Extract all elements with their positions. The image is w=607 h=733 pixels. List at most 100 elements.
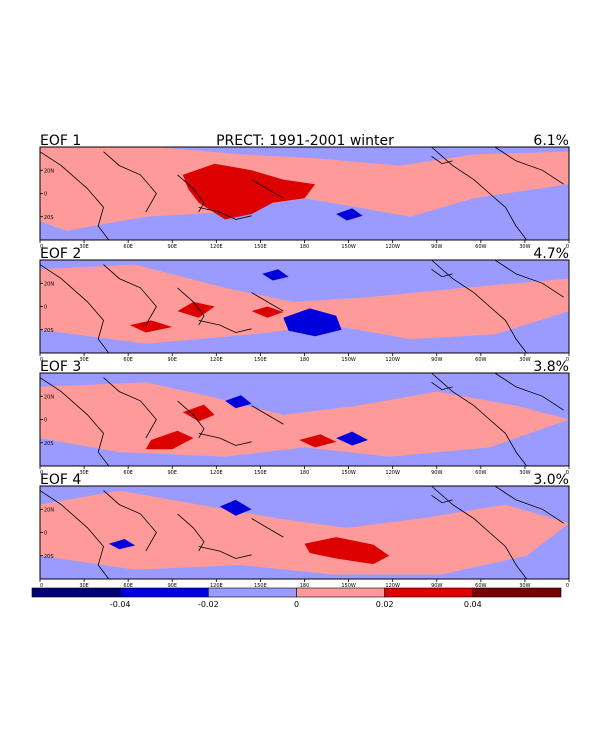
panel-label-2: EOF 2 (40, 246, 81, 262)
x-tick-label: 180 (300, 357, 310, 363)
x-tick-label: 90W (431, 244, 442, 250)
colorbar-label: 0.02 (376, 600, 394, 609)
x-tick-label: 180 (300, 470, 310, 476)
x-tick-label: 60W (475, 583, 486, 589)
x-tick-label: 0 (40, 244, 43, 250)
x-tick-label: 30W (519, 583, 530, 589)
x-tick-label: 150W (341, 470, 356, 476)
x-tick-label: 150W (341, 357, 356, 363)
x-tick-label: 60E (123, 244, 133, 250)
coastline (431, 259, 528, 354)
figure-title: PRECT: 1991-2001 winter (216, 133, 394, 149)
coastline (177, 287, 205, 326)
x-tick-label: 90E (167, 583, 177, 589)
coastline (39, 264, 110, 354)
y-tick-label: 0 (44, 305, 47, 311)
x-tick-label: 120E (210, 357, 223, 363)
coastline (39, 377, 110, 467)
x-tick-label: 120E (210, 583, 223, 589)
x-tick-label: 150E (254, 244, 267, 250)
eof-panels: 20N 0 20S 0 30E 60E 90E 120E 150E 180 150W 120W 90W 6… (39, 146, 570, 589)
coastline (494, 259, 564, 298)
x-tick-label: 150W (341, 244, 356, 250)
negative-anomaly-region (219, 499, 252, 516)
x-tick-label: 60E (123, 470, 133, 476)
positive-anomaly-region (145, 430, 194, 450)
colorbar-label: 0.04 (464, 600, 482, 609)
x-tick-label: 90E (167, 470, 177, 476)
y-tick-label: 20N (44, 394, 54, 400)
positive-anomaly-region (182, 404, 215, 422)
coastline (198, 546, 252, 559)
coastline (251, 179, 284, 199)
x-tick-label: 150W (341, 583, 356, 589)
eof-panel-1: 20N 0 20S 0 30E 60E 90E 120E 150E 180 150W 120W 90W 6… (39, 146, 570, 250)
x-tick-label: 120W (385, 583, 400, 589)
y-tick-label: 0 (44, 418, 47, 424)
coastline (494, 485, 564, 524)
x-tick-label: 0 (566, 357, 569, 363)
panel-label-3: EOF 3 (40, 359, 81, 375)
panel-label-4: EOF 4 (40, 472, 81, 488)
coastline (431, 155, 453, 165)
y-tick-label: 0 (44, 192, 47, 198)
positive-weak-region (40, 264, 569, 344)
coastline (39, 151, 110, 241)
x-tick-label: 0 (566, 583, 569, 589)
x-tick-label: 90W (431, 470, 442, 476)
coastline (177, 513, 205, 552)
panel-label-1: EOF 1 (40, 133, 81, 149)
colorbar-segment (296, 587, 385, 598)
coastline (103, 151, 157, 213)
coastline (431, 268, 453, 278)
y-tick-label: 20N (44, 168, 54, 174)
x-tick-label: 0 (40, 583, 43, 589)
panel-variance-2: 4.7% (533, 246, 569, 262)
negative-anomaly-region (283, 308, 342, 337)
x-tick-label: 60E (123, 357, 133, 363)
x-tick-label: 30W (519, 244, 530, 250)
coastline (431, 485, 528, 580)
coastline (431, 494, 453, 504)
coastline (103, 490, 157, 552)
positive-anomaly-region (177, 301, 215, 318)
coastline (103, 264, 157, 326)
x-tick-label: 150E (254, 583, 267, 589)
x-tick-label: 30W (519, 357, 530, 363)
x-tick-label: 0 (566, 244, 569, 250)
negative-anomaly-region (336, 431, 368, 446)
x-tick-label: 0 (40, 357, 43, 363)
x-tick-label: 90W (431, 357, 442, 363)
coastline (251, 518, 284, 538)
y-tick-label: 20S (44, 215, 54, 221)
coastline (39, 490, 110, 580)
panel-variance-4: 3.0% (533, 472, 569, 488)
y-tick-label: 20N (44, 281, 54, 287)
x-tick-label: 120E (210, 244, 223, 250)
x-tick-label: 60W (475, 244, 486, 250)
y-tick-label: 20N (44, 507, 54, 513)
x-tick-label: 0 (566, 470, 569, 476)
panel-variance-3: 3.8% (533, 359, 569, 375)
x-tick-label: 150E (254, 470, 267, 476)
y-tick-label: 20S (44, 554, 54, 560)
coastline (198, 433, 252, 446)
coastline (431, 381, 453, 391)
eof-panel-2: 20N 0 20S 0 30E 60E 90E 120E 150E 180 150W 120W 90W 6… (39, 259, 570, 363)
colorbar-segment (472, 587, 562, 598)
positive-anomaly-region (182, 163, 316, 220)
x-tick-label: 120W (385, 244, 400, 250)
x-tick-label: 120W (385, 470, 400, 476)
coastline (103, 377, 157, 439)
x-tick-label: 180 (300, 244, 310, 250)
coastline (251, 292, 284, 312)
colorbar-label: 0 (294, 600, 299, 609)
positive-anomaly-region (299, 434, 337, 448)
colorbar-segment (208, 587, 297, 598)
y-tick-label: 20S (44, 328, 54, 334)
eof-panel-3: 20N 0 20S 0 30E 60E 90E 120E 150E 180 150W 120W 90W 6… (39, 372, 570, 476)
x-tick-label: 120W (385, 357, 400, 363)
coastline (198, 320, 252, 333)
x-tick-label: 60W (475, 357, 486, 363)
coastline (494, 146, 564, 185)
